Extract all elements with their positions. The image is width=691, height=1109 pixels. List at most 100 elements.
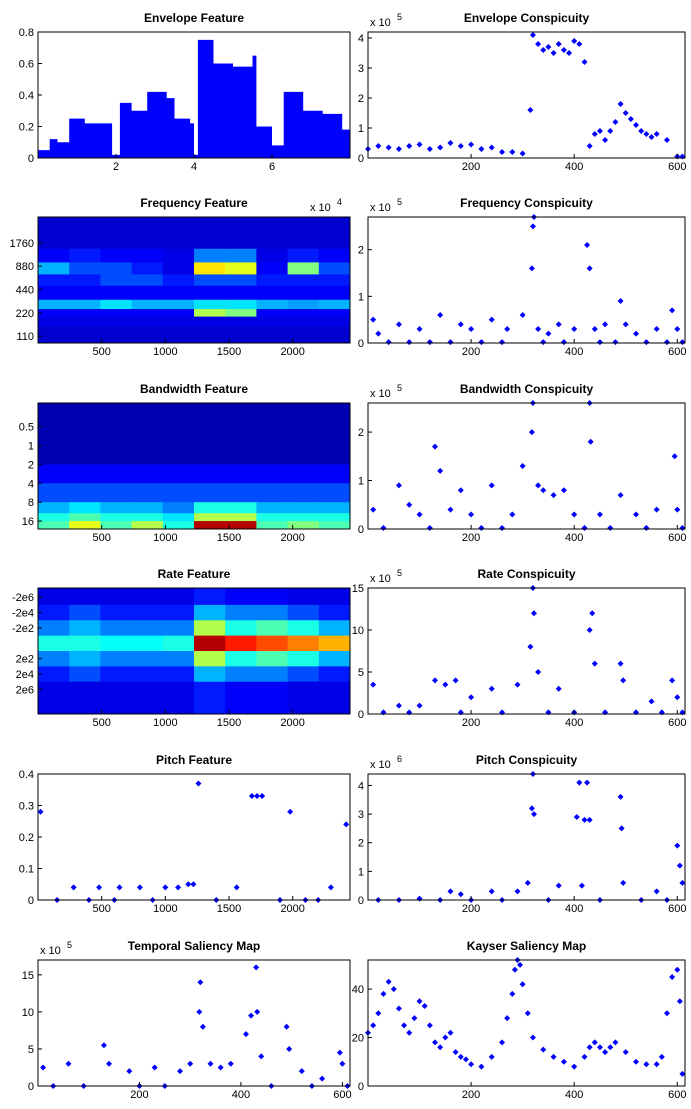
y-tick-label: 0 [358, 153, 364, 165]
heatmap-cell [38, 483, 70, 503]
panel: Bandwidth Feature 500 1000 1500 2000 0.5 1 2 4 8 1… [19, 382, 351, 544]
heatmap-cell [69, 666, 101, 683]
point [395, 1005, 402, 1012]
panel: Envelope Feature 2 4 6 0 0.2 0.4 0.6 0.8 [19, 11, 351, 173]
point [509, 990, 516, 997]
x-tick-label: 400 [565, 161, 583, 173]
point [217, 1064, 224, 1071]
heatmap-cell [256, 248, 289, 263]
heatmap-cell [162, 666, 195, 683]
y-tick-label: 15 [352, 583, 364, 595]
point [674, 506, 681, 513]
y-tick-label: 0 [28, 153, 34, 165]
heatmap-cell [69, 403, 101, 465]
heatmap-cell [194, 464, 226, 484]
axis-multiplier: x 10 [40, 945, 61, 957]
point [437, 312, 444, 318]
plot-area [40, 964, 351, 1089]
y-tick-label: -2e6 [12, 592, 34, 604]
heatmap-cell [100, 299, 133, 310]
heatmap-cell [100, 635, 133, 652]
point [253, 964, 260, 971]
heatmap-cell [225, 248, 257, 263]
heatmap-cell [100, 285, 133, 300]
panel-title: Pitch Conspicuity [476, 753, 578, 767]
y-tick-label: 1760 [10, 238, 34, 250]
point [416, 326, 423, 332]
heatmap-cell [38, 299, 70, 310]
point [671, 453, 678, 460]
x-tick-label: 200 [462, 346, 480, 358]
point [468, 326, 475, 332]
point [375, 330, 382, 337]
point [584, 779, 591, 786]
x-tick-label: 200 [462, 903, 480, 915]
heatmap-cell [131, 521, 164, 530]
y-tick-label: 2 [358, 427, 364, 439]
y-tick-label: 40 [352, 984, 364, 996]
point [669, 307, 676, 314]
heatmap-cell [100, 620, 133, 637]
y-tick-label: 110 [16, 331, 34, 343]
point [643, 131, 650, 137]
point [612, 1039, 619, 1046]
y-tick-label: 10 [352, 625, 364, 637]
heatmap-cell [162, 325, 195, 344]
point [586, 816, 593, 823]
point [199, 1023, 206, 1030]
heatmap-cell [69, 248, 101, 263]
heatmap-cell [100, 483, 133, 503]
heatmap-cell [256, 666, 289, 683]
heatmap-cell [225, 502, 257, 514]
heatmap-cell [162, 248, 195, 263]
heatmap-cell [38, 316, 70, 327]
point [669, 677, 676, 684]
x-tick-label: 600 [668, 346, 686, 358]
heatmap-cell [100, 316, 133, 327]
heatmap-cell [38, 651, 70, 667]
heatmap-cell [256, 403, 289, 465]
point [555, 321, 562, 328]
heatmap-cell [194, 521, 226, 530]
heatmap-cell [256, 217, 289, 249]
point [612, 339, 619, 346]
point [385, 339, 392, 346]
point [663, 137, 670, 143]
y-tick-label: 5 [358, 667, 364, 679]
axis-multiplier: x 10 [370, 17, 391, 29]
heatmap-cell [100, 273, 133, 286]
heatmap-cell [194, 588, 226, 606]
point [617, 660, 624, 667]
axes-box [37, 587, 351, 715]
heatmap-cell [100, 681, 133, 715]
heatmap-cell [69, 261, 101, 275]
heatmap-cell [256, 502, 289, 514]
heatmap-cell [194, 273, 226, 286]
heatmap-cell [256, 308, 289, 317]
point [504, 326, 511, 332]
point [607, 128, 614, 134]
point [596, 128, 603, 134]
heatmap-cell [225, 217, 257, 249]
x-tick-label: 400 [565, 717, 583, 729]
heatmap-cell [318, 325, 351, 344]
y-tick-label: 5 [28, 1044, 34, 1056]
point [327, 884, 334, 891]
point [248, 1012, 255, 1019]
heatmap-cell [38, 502, 70, 514]
point [653, 888, 660, 895]
point [406, 1029, 413, 1036]
x-tick-label: 400 [565, 903, 583, 915]
heatmap-cell [256, 273, 289, 286]
point [535, 326, 542, 332]
point [432, 677, 439, 684]
axis-exponent: 5 [397, 197, 402, 207]
panel-title: Envelope Feature [144, 11, 244, 25]
point [535, 41, 542, 47]
y-tick-label: 0.2 [19, 832, 34, 844]
point [426, 146, 433, 152]
heatmap-cell [131, 588, 164, 606]
heatmap-cell [131, 666, 164, 683]
panel: Bandwidth Conspicuity x 10 5 200 400 600 0 1 2 [358, 382, 687, 544]
